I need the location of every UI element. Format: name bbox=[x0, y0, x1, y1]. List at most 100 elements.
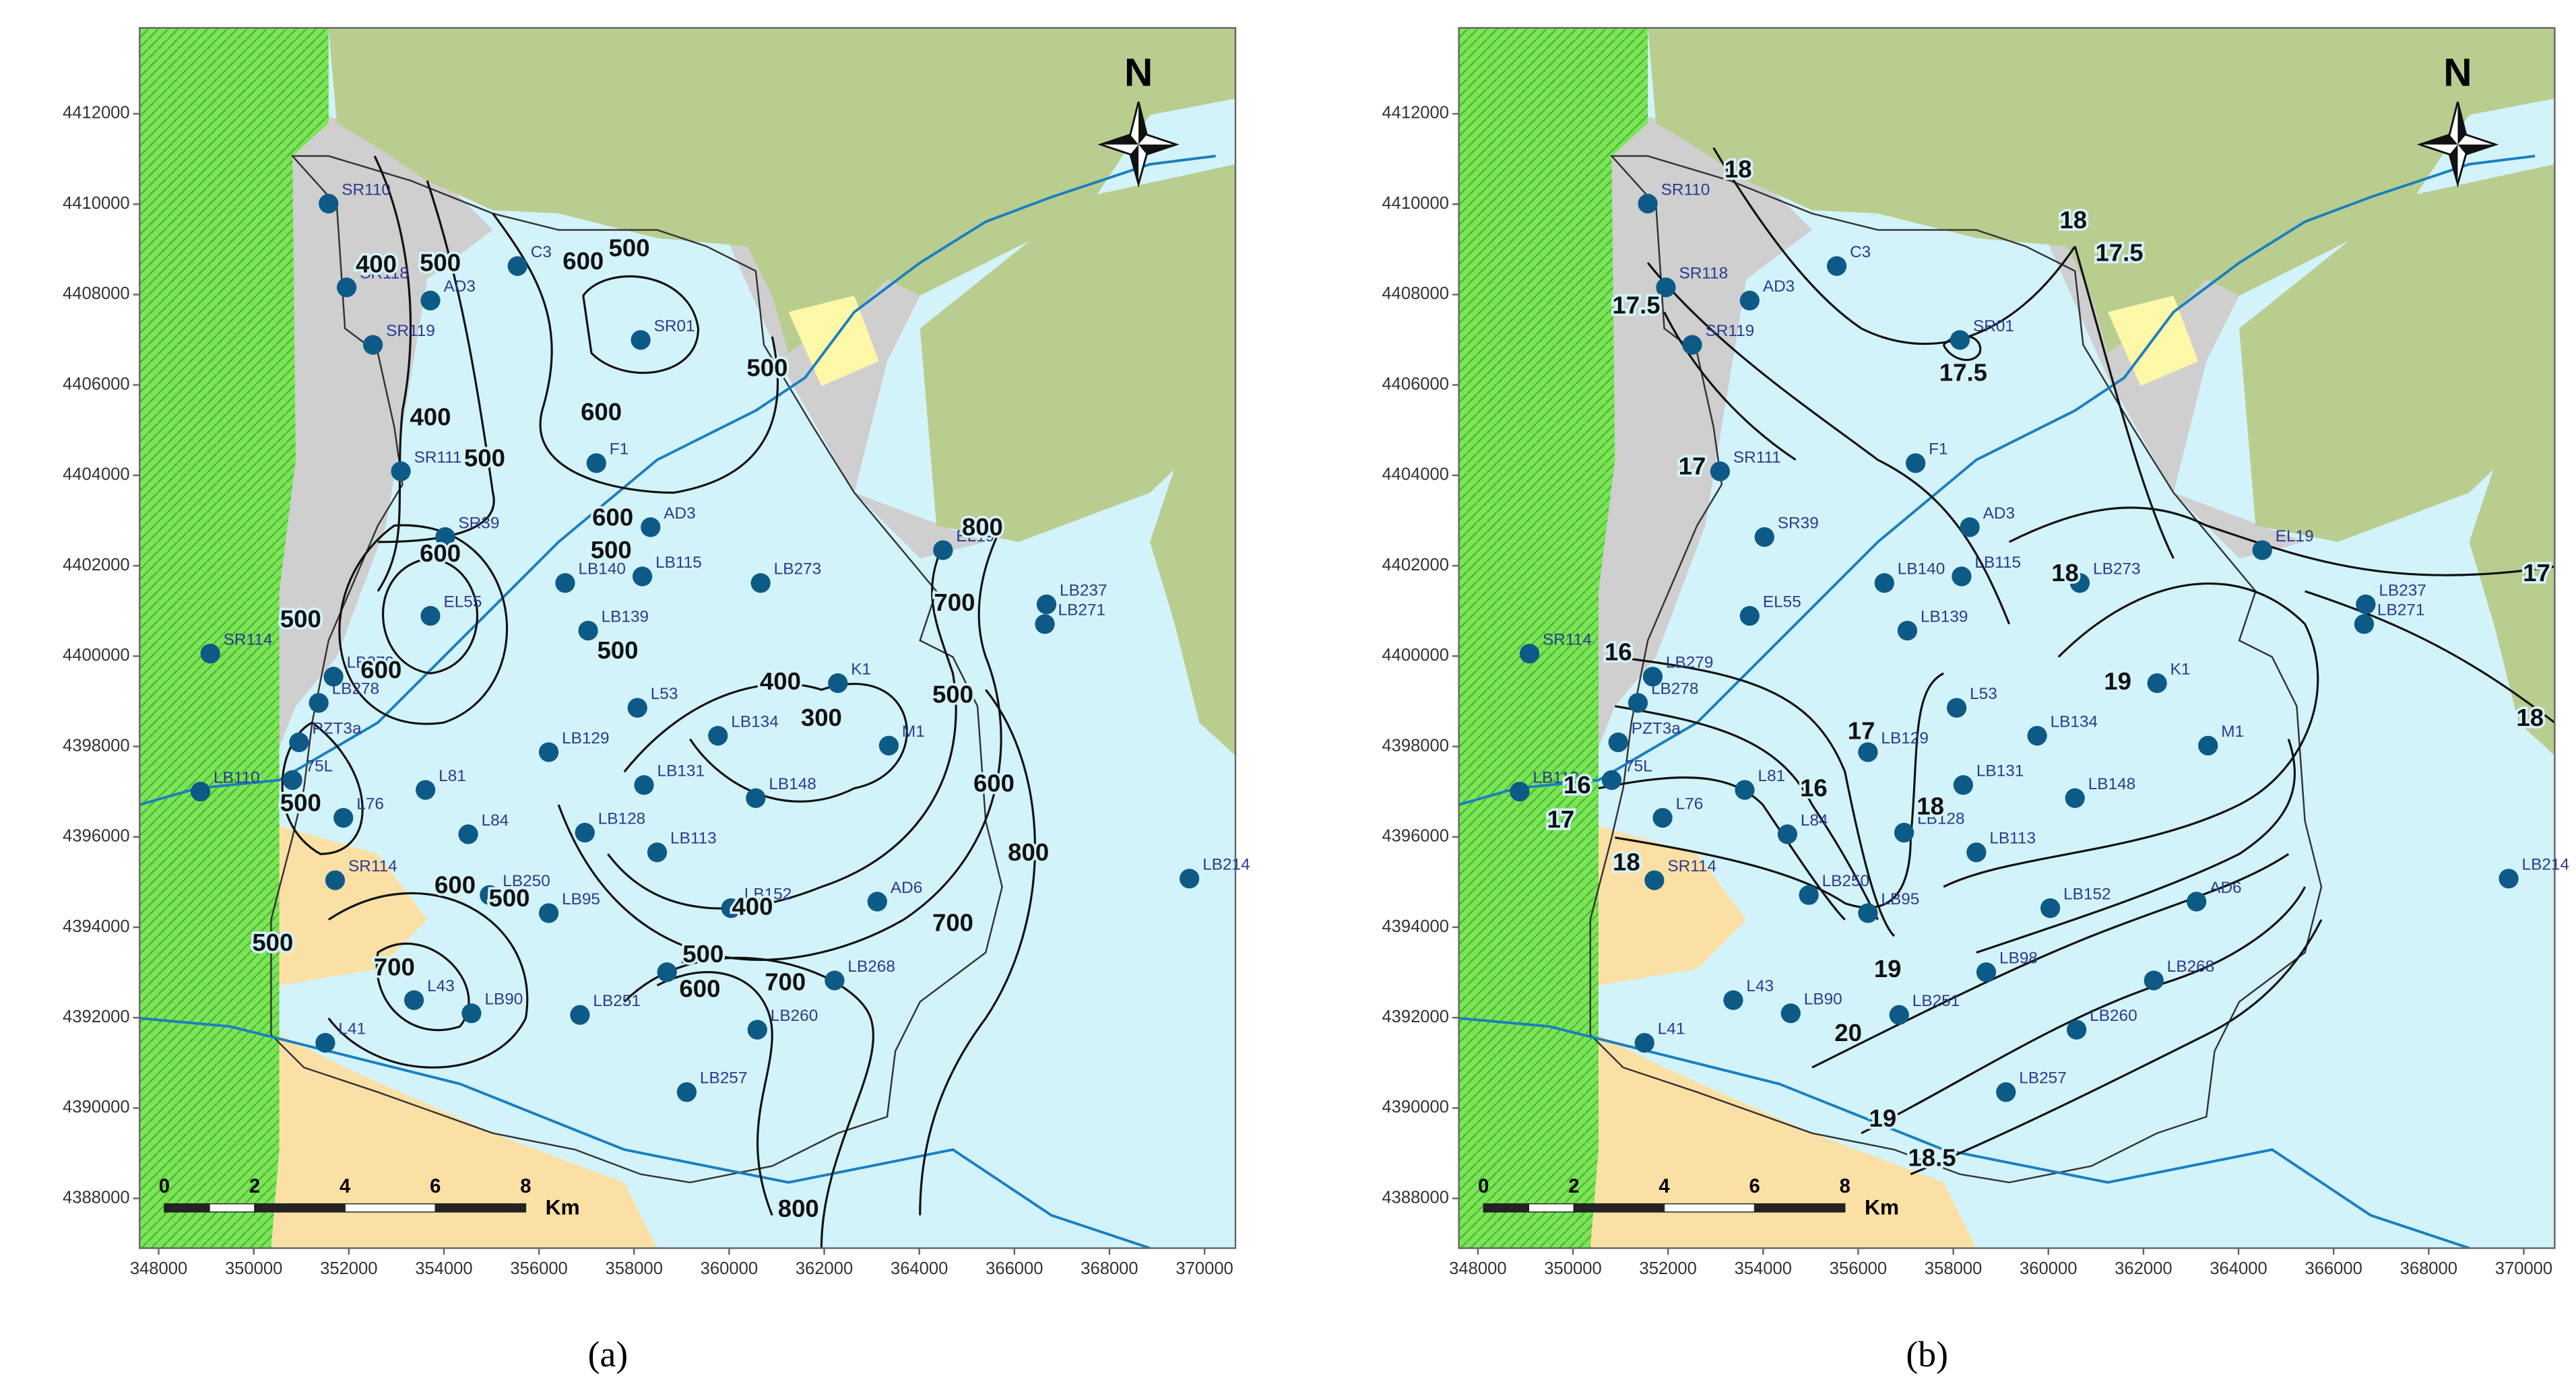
well-label: SR119 bbox=[386, 322, 435, 340]
well-marker bbox=[1036, 594, 1057, 615]
sand bbox=[246, 1018, 657, 1248]
well-marker bbox=[1682, 335, 1702, 355]
contour-line bbox=[582, 275, 700, 374]
contour-label: 700 bbox=[765, 968, 806, 995]
river bbox=[1458, 154, 2536, 806]
x-tick-label: 350000 bbox=[225, 1259, 282, 1278]
x-tick-label: 356000 bbox=[510, 1259, 567, 1278]
well-marker bbox=[190, 781, 211, 802]
contour-line bbox=[373, 155, 412, 592]
well-marker bbox=[282, 770, 302, 791]
x-tick-label: 348000 bbox=[130, 1259, 187, 1278]
well-label: LB237 bbox=[1060, 581, 1107, 599]
well-label: LB250 bbox=[1822, 872, 1869, 890]
sand bbox=[1582, 821, 1747, 986]
green-strip bbox=[1458, 28, 1648, 1248]
x-tick-label: 368000 bbox=[2400, 1259, 2457, 1278]
contour-line bbox=[1615, 672, 1944, 909]
contour-label: 20 bbox=[1834, 1019, 1862, 1046]
olive-land bbox=[2469, 410, 2555, 756]
map-frame bbox=[1458, 27, 2556, 1249]
well-marker bbox=[1642, 667, 1663, 687]
contour-label: 17 bbox=[1848, 716, 1875, 744]
well-marker bbox=[1652, 807, 1673, 828]
contour-label: 500 bbox=[420, 248, 461, 276]
y-tick-label: 4392000 bbox=[1382, 1007, 1449, 1026]
well-label: LB273 bbox=[2093, 560, 2140, 578]
well-marker bbox=[721, 898, 741, 919]
y-tick-label: 4388000 bbox=[1382, 1188, 1449, 1207]
scale-bar-label: 4 bbox=[340, 1176, 351, 1197]
x-tick-label: 352000 bbox=[1639, 1259, 1696, 1278]
y-tick-label: 4404000 bbox=[1382, 465, 1449, 484]
contour-label: 17 bbox=[1679, 453, 1706, 480]
contour-label: 300 bbox=[801, 704, 842, 731]
y-tick-label: 4408000 bbox=[63, 284, 130, 303]
well-marker bbox=[1644, 870, 1665, 890]
contour-line bbox=[281, 721, 364, 855]
well-label: LB115 bbox=[1974, 554, 2021, 572]
scale-bar-label: 0 bbox=[159, 1176, 170, 1197]
well-marker bbox=[1858, 903, 1878, 923]
well-label: LB260 bbox=[771, 1007, 818, 1025]
well-label: L76 bbox=[1676, 795, 1704, 813]
x-tick-label: 368000 bbox=[1081, 1259, 1138, 1278]
north-label: N bbox=[2443, 51, 2472, 95]
well-marker bbox=[750, 573, 771, 593]
well-label: LB152 bbox=[2063, 886, 2111, 904]
well-marker bbox=[1519, 644, 1540, 664]
well-label: C3 bbox=[1850, 243, 1871, 261]
well-label: L84 bbox=[482, 811, 509, 830]
contour-line bbox=[1598, 776, 1846, 921]
contour-label: 18.5 bbox=[1908, 1143, 1956, 1171]
x-tick-label: 350000 bbox=[1544, 1259, 1601, 1278]
contour-label: 600 bbox=[360, 656, 401, 684]
y-tick-label: 4402000 bbox=[1382, 556, 1449, 574]
contour-label: 500 bbox=[280, 605, 321, 633]
contour-line bbox=[623, 957, 875, 1248]
well-label: M1 bbox=[902, 723, 925, 741]
well-marker bbox=[2198, 735, 2218, 756]
scale-bar-label: 8 bbox=[1840, 1176, 1850, 1197]
well-label: L76 bbox=[356, 795, 384, 813]
well-label: LB129 bbox=[562, 729, 609, 747]
well-marker bbox=[289, 732, 309, 752]
well-marker bbox=[1035, 614, 1055, 634]
well-label: SR39 bbox=[458, 514, 499, 532]
well-marker bbox=[2187, 892, 2207, 912]
well-label: SR118 bbox=[360, 265, 409, 283]
well-marker bbox=[1950, 330, 1970, 350]
well-marker bbox=[828, 673, 848, 694]
y-tick-label: 4410000 bbox=[1382, 194, 1449, 213]
well-marker bbox=[319, 193, 339, 214]
contour-line bbox=[327, 892, 529, 1069]
contour-label: 17.5 bbox=[2095, 239, 2143, 267]
well-label: SR39 bbox=[1778, 514, 1819, 532]
well-label: 75L bbox=[306, 757, 333, 775]
x-tick-label: 364000 bbox=[2210, 1259, 2267, 1278]
olive-land bbox=[2239, 164, 2555, 542]
well-marker bbox=[538, 742, 559, 762]
well-label: SR111 bbox=[1733, 448, 1781, 467]
well-label: LB268 bbox=[847, 958, 895, 976]
well-marker bbox=[634, 775, 654, 795]
well-label: SR01 bbox=[1973, 317, 2014, 335]
well-label: LB95 bbox=[562, 890, 600, 908]
y-tick-label: 4392000 bbox=[63, 1007, 130, 1026]
well-label: LB257 bbox=[700, 1069, 747, 1088]
well-label: K1 bbox=[2170, 660, 2191, 678]
contour-label: 500 bbox=[489, 884, 530, 912]
x-tick-label: 358000 bbox=[606, 1259, 663, 1278]
well-label: L41 bbox=[338, 1020, 366, 1038]
well-label: LB251 bbox=[1912, 992, 1960, 1010]
contour-label: 500 bbox=[591, 536, 632, 564]
x-tick-label: 362000 bbox=[796, 1259, 853, 1278]
contour-label: 16 bbox=[1564, 771, 1591, 799]
well-marker bbox=[2027, 725, 2047, 746]
well-marker bbox=[1628, 693, 1648, 713]
well-label: LB95 bbox=[1881, 890, 1919, 908]
x-tick-label: 348000 bbox=[1449, 1259, 1506, 1278]
olive-land bbox=[920, 164, 1235, 542]
well-label: LB260 bbox=[2090, 1007, 2137, 1025]
well-marker bbox=[435, 527, 455, 547]
